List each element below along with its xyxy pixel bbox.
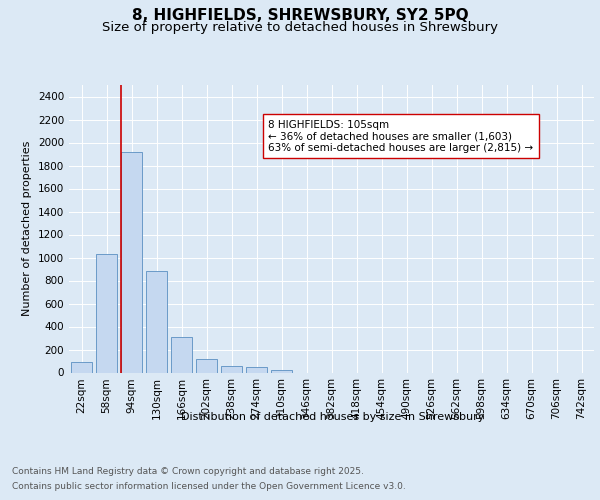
Bar: [246, 367, 267, 372]
Text: 8, HIGHFIELDS, SHREWSBURY, SY2 5PQ: 8, HIGHFIELDS, SHREWSBURY, SY2 5PQ: [131, 8, 469, 22]
Y-axis label: Number of detached properties: Number of detached properties: [22, 141, 32, 316]
Text: Contains public sector information licensed under the Open Government Licence v3: Contains public sector information licen…: [12, 482, 406, 491]
Bar: [96, 254, 117, 372]
Text: 8 HIGHFIELDS: 105sqm
← 36% of detached houses are smaller (1,603)
63% of semi-de: 8 HIGHFIELDS: 105sqm ← 36% of detached h…: [269, 120, 533, 152]
Bar: [196, 358, 217, 372]
Text: Distribution of detached houses by size in Shrewsbury: Distribution of detached houses by size …: [181, 412, 485, 422]
Text: Contains HM Land Registry data © Crown copyright and database right 2025.: Contains HM Land Registry data © Crown c…: [12, 467, 364, 476]
Bar: [171, 337, 192, 372]
Bar: [221, 366, 242, 372]
Bar: [271, 370, 292, 372]
Text: Size of property relative to detached houses in Shrewsbury: Size of property relative to detached ho…: [102, 21, 498, 34]
Bar: [71, 362, 92, 372]
Bar: [121, 152, 142, 372]
Bar: [146, 272, 167, 372]
